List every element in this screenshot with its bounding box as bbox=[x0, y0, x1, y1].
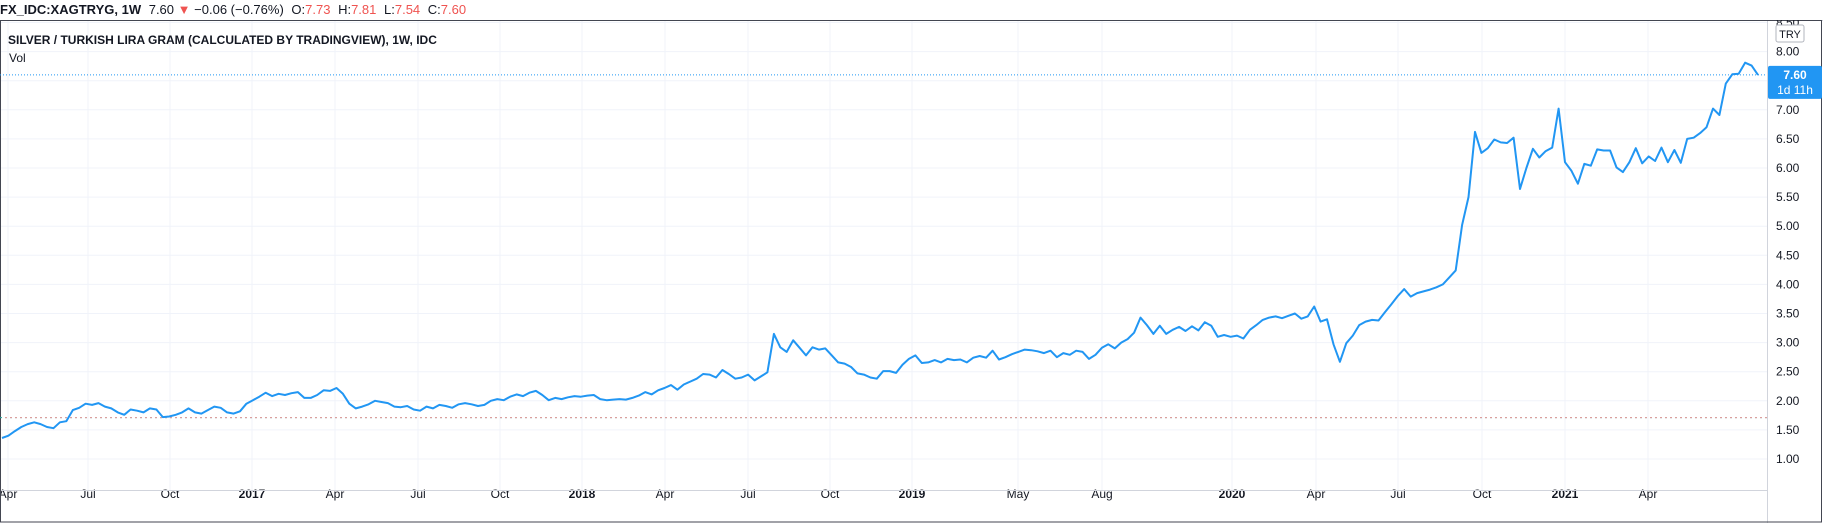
bar-countdown-label: 1d 11h bbox=[1777, 83, 1813, 97]
time-axis-label: May bbox=[1007, 487, 1030, 501]
symbol-name[interactable]: FX_IDC:XAGTRYG, 1W bbox=[0, 2, 142, 17]
time-axis-label: Aug bbox=[1091, 487, 1112, 501]
price-scale-tick: 6.00 bbox=[1776, 161, 1800, 175]
time-axis-label: Jul bbox=[410, 487, 425, 501]
last-price-label: 7.60 bbox=[1783, 68, 1807, 82]
last-price-label-bg bbox=[1768, 65, 1822, 99]
time-axis-label: Oct bbox=[491, 487, 510, 501]
time-axis-label: 2021 bbox=[1552, 487, 1579, 501]
price-scale-tick: 4.50 bbox=[1776, 248, 1800, 262]
price-scale-tick: 6.50 bbox=[1776, 132, 1800, 146]
price-change: −0.06 (−0.76%) bbox=[194, 2, 284, 17]
time-axis-label: Jul bbox=[80, 487, 95, 501]
time-axis-label: Apr bbox=[656, 487, 675, 501]
price-scale-tick: 5.50 bbox=[1776, 190, 1800, 204]
close-value: 7.60 bbox=[440, 2, 467, 17]
down-arrow-icon: ▼ bbox=[177, 2, 191, 17]
close-label: C: bbox=[427, 2, 441, 17]
price-line-series bbox=[1, 61, 1759, 439]
symbol-header: FX_IDC:XAGTRYG, 1W 7.60 ▼ −0.06 (−0.76%)… bbox=[0, 0, 466, 20]
time-axis-label: Jul bbox=[740, 487, 755, 501]
price-scale-tick: 2.00 bbox=[1776, 394, 1800, 408]
time-axis-label: Jul bbox=[1390, 487, 1405, 501]
low-value: 7.54 bbox=[394, 2, 421, 17]
currency-label: TRY bbox=[1779, 29, 1801, 41]
chart-frame bbox=[0, 20, 1822, 523]
price-scale-tick: 5.00 bbox=[1776, 219, 1800, 233]
price-scale-tick: 7.00 bbox=[1776, 103, 1800, 117]
chart-title: SILVER / TURKISH LIRA GRAM (CALCULATED B… bbox=[8, 33, 437, 47]
high-label: H: bbox=[338, 2, 352, 17]
price-chart[interactable]: Apr Jul Oct 2017 Apr Jul Oct 2018 Apr Jul Oct 2019 M… bbox=[0, 20, 1823, 523]
volume-legend: Vol bbox=[9, 51, 26, 65]
time-axis-label: 2017 bbox=[239, 487, 266, 501]
price-scale-tick: 3.50 bbox=[1776, 307, 1800, 321]
currency-badge[interactable] bbox=[1775, 24, 1805, 43]
time-axis-label: Apr bbox=[326, 487, 345, 501]
time-axis-label: Oct bbox=[821, 487, 840, 501]
time-axis-label: 2020 bbox=[1219, 487, 1246, 501]
price-scale-tick: 8.00 bbox=[1776, 45, 1800, 59]
price-scale-tick: 2.50 bbox=[1776, 365, 1800, 379]
low-label: L: bbox=[384, 2, 395, 17]
time-axis-label: 2019 bbox=[899, 487, 926, 501]
time-axis-label: Apr bbox=[0, 487, 17, 501]
time-axis-label: Oct bbox=[161, 487, 180, 501]
time-axis-label: 2018 bbox=[569, 487, 596, 501]
last-price: 7.60 bbox=[148, 2, 175, 17]
price-scale-tick: 1.00 bbox=[1776, 452, 1800, 466]
price-scale-tick: 1.50 bbox=[1776, 423, 1800, 437]
time-axis-label: Oct bbox=[1473, 487, 1492, 501]
price-scale-tick: 3.00 bbox=[1776, 336, 1800, 350]
time-axis-label: Apr bbox=[1307, 487, 1326, 501]
time-axis-label: Apr bbox=[1639, 487, 1658, 501]
price-scale-tick: 4.00 bbox=[1776, 277, 1800, 291]
open-value: 7.73 bbox=[305, 2, 331, 17]
high-value: 7.81 bbox=[351, 2, 377, 17]
open-label: O: bbox=[291, 2, 306, 17]
